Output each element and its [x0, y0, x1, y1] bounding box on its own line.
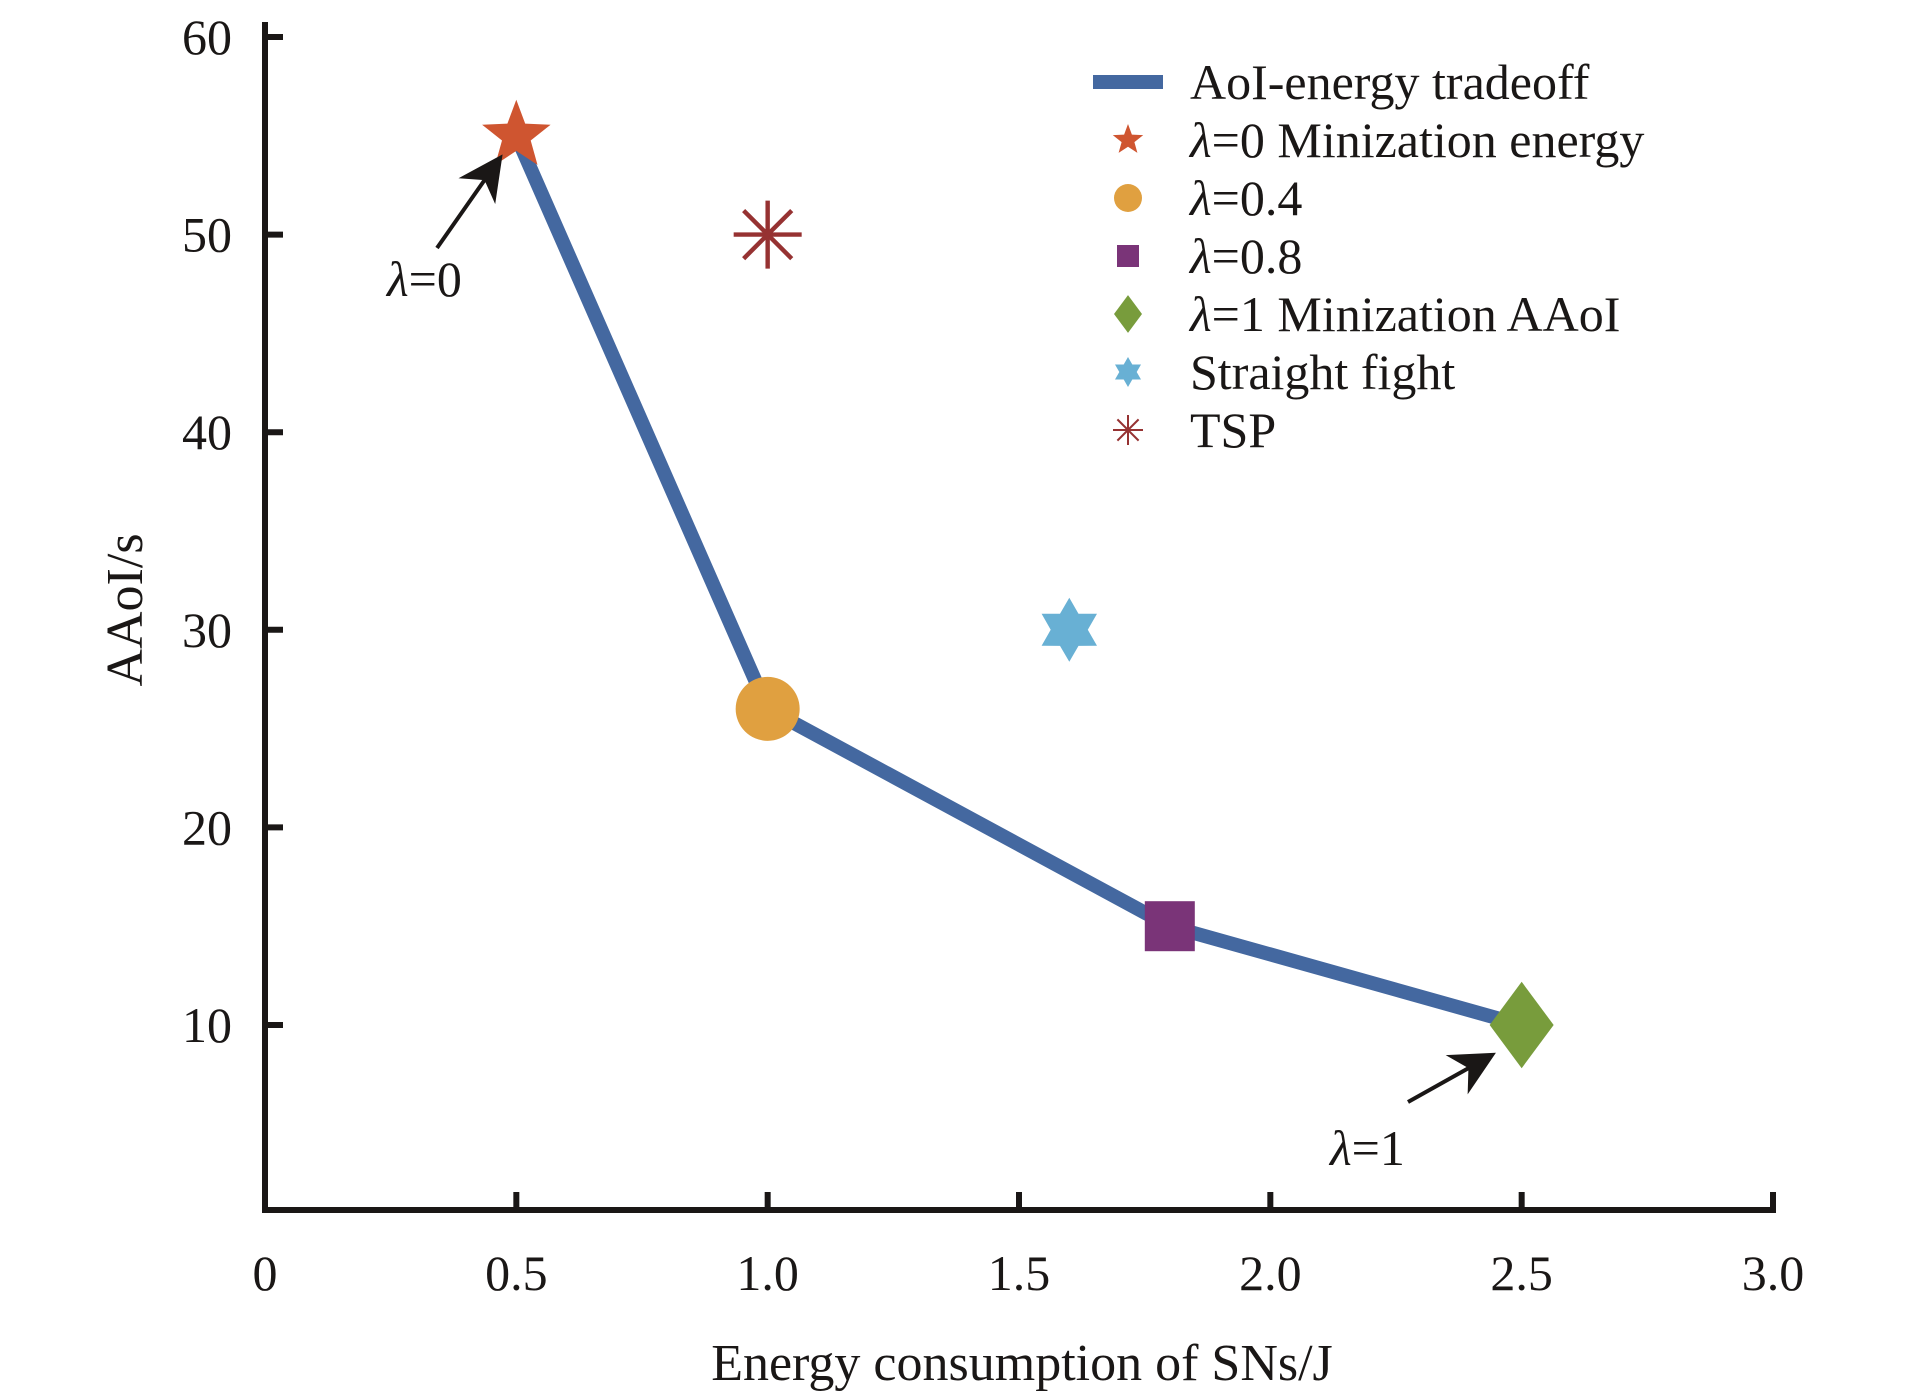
- data-point-diamond: [1489, 981, 1554, 1069]
- y-ticks: 10 20 30 40 50 60: [182, 9, 283, 1053]
- legend-item: λ=0.4: [1114, 170, 1302, 226]
- y-tick-label: 60: [182, 9, 232, 65]
- legend-item: λ=1 Minization AAoI: [1114, 286, 1620, 342]
- legend-item: λ=0.8: [1117, 228, 1302, 284]
- annotation-arrow: [435, 154, 503, 250]
- legend-marker-star5: [1112, 124, 1144, 153]
- y-axis-title: AAoI/s: [97, 533, 154, 686]
- legend-item: AoI-energy tradeoff: [1093, 54, 1590, 110]
- y-tick-label: 30: [182, 602, 232, 658]
- annotation-layer: λ=0 λ=1: [385, 154, 1496, 1176]
- y-tick-label: 20: [182, 799, 232, 855]
- legend-label: Straight fight: [1190, 344, 1455, 400]
- legend-label: λ=0.8: [1188, 228, 1302, 284]
- annotation-label: λ=1: [1328, 1120, 1405, 1176]
- data-point-star5: [482, 99, 551, 165]
- annotation-arrow: [1407, 1052, 1496, 1104]
- axes: 0 0.5 1.0 1.5 2.0 2.5 3.0 10 20 30 40 50 60 Energy …: [97, 9, 1804, 1392]
- x-tick-label: 1.5: [988, 1245, 1051, 1301]
- y-tick-label: 50: [182, 207, 232, 263]
- annotation-label: λ=0: [385, 251, 462, 307]
- legend-item: λ=0 Minization energy: [1112, 112, 1644, 168]
- data-point-square: [1144, 901, 1195, 952]
- legend-label: TSP: [1190, 402, 1276, 458]
- x-ticks: 0 0.5 1.0 1.5 2.0 2.5 3.0: [253, 1192, 1805, 1301]
- x-tick-label: 0.5: [485, 1245, 548, 1301]
- legend-item: Straight fight: [1115, 344, 1455, 400]
- x-tick-label: 1.0: [736, 1245, 799, 1301]
- x-tick-label: 0: [253, 1245, 278, 1301]
- legend-item: TSP: [1113, 402, 1276, 458]
- tradeoff-line: [509, 132, 1524, 1032]
- legend-marker-circle: [1114, 184, 1142, 212]
- legend-marker-hexagram: [1115, 357, 1141, 387]
- data-point-hexagram: [1041, 597, 1097, 662]
- x-axis-title: Energy consumption of SNs/J: [711, 1335, 1333, 1392]
- legend-label: λ=0.4: [1188, 170, 1302, 226]
- plot-layer: [482, 99, 1554, 1069]
- legend-marker-asterisk: [1113, 415, 1143, 445]
- x-tick-label: 3.0: [1742, 1245, 1805, 1301]
- legend-label: λ=0 Minization energy: [1188, 112, 1644, 168]
- data-point-asterisk: [733, 200, 802, 269]
- y-tick-label: 10: [182, 997, 232, 1053]
- legend-label: AoI-energy tradeoff: [1190, 54, 1590, 110]
- x-tick-label: 2.5: [1490, 1245, 1553, 1301]
- x-tick-label: 2.0: [1239, 1245, 1302, 1301]
- legend-marker-diamond: [1114, 295, 1142, 333]
- legend-label: λ=1 Minization AAoI: [1188, 286, 1620, 342]
- legend-marker-square: [1117, 245, 1139, 267]
- data-point-circle: [735, 676, 800, 741]
- y-tick-label: 40: [182, 404, 232, 460]
